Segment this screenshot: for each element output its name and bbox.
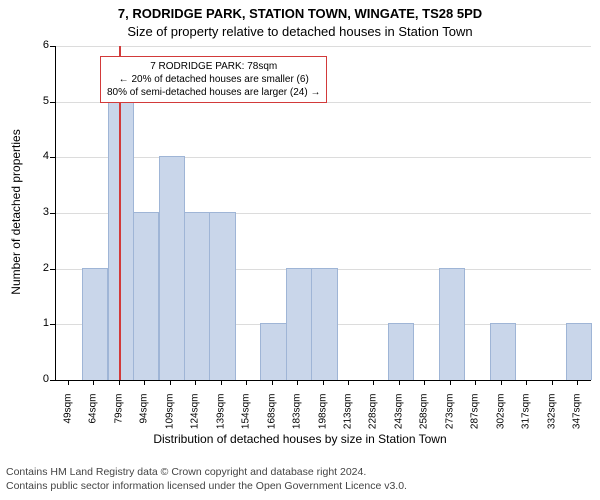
y-tick-label: 0 [29,373,49,385]
x-tick-label: 109sqm [164,394,175,434]
y-tick-label: 3 [29,206,49,218]
footer-line-1: Contains HM Land Registry data © Crown c… [6,466,366,478]
x-tick-label: 198sqm [317,394,328,434]
x-axis-label: Distribution of detached houses by size … [0,432,600,446]
x-tick-label: 168sqm [266,394,277,434]
x-tick-mark [373,380,374,385]
x-tick-label: 228sqm [368,394,379,434]
x-tick-mark [272,380,273,385]
footer-line-2: Contains public sector information licen… [6,480,407,492]
y-tick-label: 6 [29,39,49,51]
x-tick-mark [526,380,527,385]
annotation-line-3: 80% of semi-detached houses are larger (… [107,86,320,99]
annotation-line-1: 7 RODRIDGE PARK: 78sqm [107,60,320,73]
bar [388,323,414,380]
y-tick-mark [50,380,55,381]
x-tick-mark [221,380,222,385]
page-title-line1: 7, RODRIDGE PARK, STATION TOWN, WINGATE,… [0,6,600,21]
x-tick-mark [552,380,553,385]
x-tick-label: 154sqm [241,394,252,434]
y-tick-mark [50,213,55,214]
y-tick-mark [50,157,55,158]
x-tick-label: 302sqm [495,394,506,434]
bar [311,268,337,380]
x-tick-label: 79sqm [113,394,124,434]
x-tick-label: 258sqm [419,394,430,434]
x-tick-mark [246,380,247,385]
bar [184,212,210,380]
x-tick-mark [170,380,171,385]
annotation-line-2: ← 20% of detached houses are smaller (6) [107,73,320,86]
x-tick-label: 213sqm [342,394,353,434]
x-tick-mark [297,380,298,385]
x-tick-label: 49sqm [62,394,73,434]
bar [209,212,235,380]
x-tick-mark [323,380,324,385]
bar [133,212,159,380]
bar [260,323,286,380]
x-tick-mark [577,380,578,385]
x-tick-label: 317sqm [521,394,532,434]
y-tick-label: 4 [29,150,49,162]
bar [566,323,592,380]
x-tick-label: 183sqm [292,394,303,434]
x-tick-mark [399,380,400,385]
x-tick-mark [424,380,425,385]
annotation-callout: 7 RODRIDGE PARK: 78sqm ← 20% of detached… [100,56,327,103]
y-tick-mark [50,46,55,47]
bar [286,268,312,380]
bar [439,268,465,380]
y-tick-label: 1 [29,317,49,329]
x-tick-label: 124sqm [190,394,201,434]
x-tick-mark [348,380,349,385]
y-axis-label: Number of detached properties [9,45,23,379]
page-title-line2: Size of property relative to detached ho… [0,24,600,39]
x-tick-mark [119,380,120,385]
x-tick-mark [475,380,476,385]
y-tick-mark [50,102,55,103]
x-tick-label: 243sqm [393,394,404,434]
x-tick-label: 64sqm [88,394,99,434]
x-tick-mark [195,380,196,385]
gridline [56,157,591,158]
x-tick-label: 287sqm [470,394,481,434]
x-tick-label: 94sqm [139,394,150,434]
y-tick-label: 2 [29,262,49,274]
y-tick-mark [50,269,55,270]
bar [159,156,185,380]
x-tick-mark [93,380,94,385]
y-tick-label: 5 [29,95,49,107]
x-tick-label: 273sqm [444,394,455,434]
x-tick-mark [450,380,451,385]
gridline [56,46,591,47]
x-tick-label: 332sqm [546,394,557,434]
x-tick-mark [68,380,69,385]
x-tick-mark [144,380,145,385]
bar [490,323,516,380]
x-tick-label: 347sqm [572,394,583,434]
x-tick-mark [501,380,502,385]
bar [82,268,108,380]
x-tick-label: 139sqm [215,394,226,434]
y-tick-mark [50,324,55,325]
